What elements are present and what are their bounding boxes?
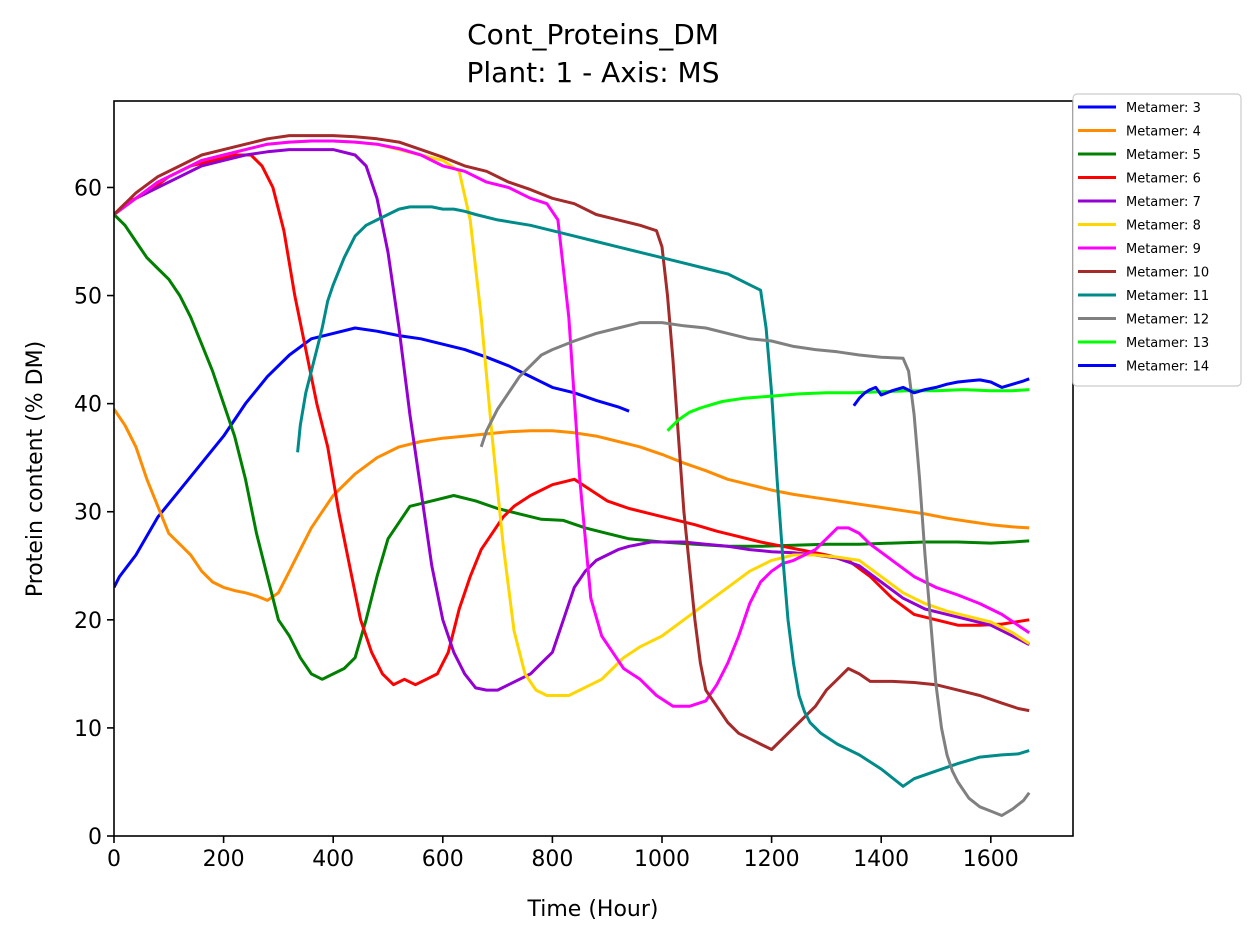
x-tick-label: 800: [531, 847, 573, 872]
chart-subtitle: Plant: 1 - Axis: MS: [467, 56, 720, 89]
legend-label: Metamer: 3: [1126, 101, 1201, 116]
x-tick-label: 1400: [853, 847, 909, 872]
legend-label: Metamer: 10: [1126, 266, 1209, 281]
y-tick-label: 50: [74, 285, 102, 310]
chart-title: Cont_Proteins_DM: [467, 18, 719, 51]
series-line-metamer-13: [666, 388, 1030, 432]
legend-label: Metamer: 13: [1126, 336, 1209, 351]
plot-area: [113, 100, 1074, 837]
legend-label: Metamer: 11: [1126, 289, 1209, 304]
series-line-metamer-8: [114, 139, 1031, 697]
series-line-metamer-4: [114, 408, 1030, 602]
legend-label: Metamer: 4: [1126, 125, 1201, 140]
x-tick-label: 1600: [963, 847, 1019, 872]
series-line-metamer-11: [296, 205, 1030, 788]
x-tick-label: 200: [203, 847, 245, 872]
y-tick-label: 10: [74, 717, 102, 742]
series-line-metamer-3: [114, 326, 630, 589]
y-axis: 0 10 20 30 40 50 60: [74, 176, 114, 850]
x-tick-label: 0: [107, 847, 121, 872]
y-tick-label: 60: [74, 176, 102, 201]
x-tick-label: 600: [422, 847, 464, 872]
series-line-metamer-7: [114, 148, 1030, 692]
legend-label: Metamer: 6: [1126, 172, 1201, 187]
y-tick-label: 40: [74, 393, 102, 418]
legend-label: Metamer: 5: [1126, 148, 1201, 163]
legend-label: Metamer: 12: [1126, 313, 1209, 328]
x-axis: 0 200 400 600 800 1000 1200 1400 1600: [107, 836, 1019, 872]
legend: Metamer: 3 Metamer: 4 Metamer: 5 Metamer: 6…: [1072, 93, 1242, 387]
series-line-metamer-12: [479, 321, 1031, 817]
y-axis-label: Protein content (% DM): [23, 341, 48, 597]
x-tick-label: 1000: [634, 847, 690, 872]
y-tick-label: 0: [88, 825, 102, 850]
x-axis-label: Time (Hour): [527, 897, 659, 922]
plot-frame: [113, 100, 1074, 837]
y-tick-label: 30: [74, 501, 102, 526]
legend-box: [1072, 93, 1242, 387]
x-tick-label: 1200: [744, 847, 800, 872]
y-tick-label: 20: [74, 609, 102, 634]
x-tick-label: 400: [312, 847, 354, 872]
series-line-metamer-14: [852, 377, 1030, 407]
legend-label: Metamer: 9: [1126, 242, 1201, 257]
legend-label: Metamer: 14: [1126, 360, 1209, 375]
series-line-metamer-9: [114, 139, 1031, 708]
legend-label: Metamer: 8: [1126, 219, 1201, 234]
series-line-metamer-5: [114, 213, 1030, 681]
series-line-metamer-10: [114, 134, 1030, 751]
legend-label: Metamer: 7: [1126, 195, 1201, 210]
